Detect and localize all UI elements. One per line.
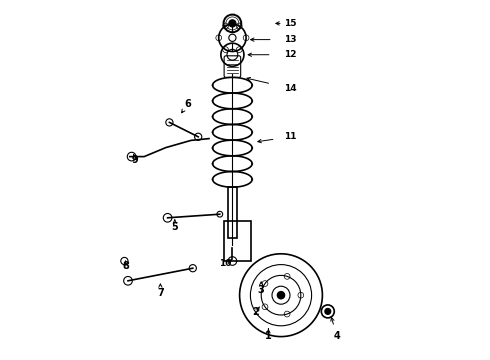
Text: 13: 13 xyxy=(284,35,296,44)
Bar xyxy=(228,187,237,238)
Text: 15: 15 xyxy=(284,19,296,28)
Text: 4: 4 xyxy=(333,330,340,341)
Text: 11: 11 xyxy=(284,132,296,141)
Text: 5: 5 xyxy=(172,222,178,232)
Circle shape xyxy=(277,292,285,299)
Text: 7: 7 xyxy=(157,288,164,298)
Text: 6: 6 xyxy=(184,99,191,109)
Text: 8: 8 xyxy=(122,261,129,271)
Text: 3: 3 xyxy=(258,285,265,295)
Circle shape xyxy=(229,20,236,27)
Bar xyxy=(224,221,251,261)
Text: 12: 12 xyxy=(284,50,296,59)
Text: 14: 14 xyxy=(284,84,296,93)
Text: 9: 9 xyxy=(132,155,139,165)
Text: 10: 10 xyxy=(219,259,231,268)
Text: 1: 1 xyxy=(265,330,272,341)
Circle shape xyxy=(325,309,331,314)
Text: 2: 2 xyxy=(252,307,259,318)
